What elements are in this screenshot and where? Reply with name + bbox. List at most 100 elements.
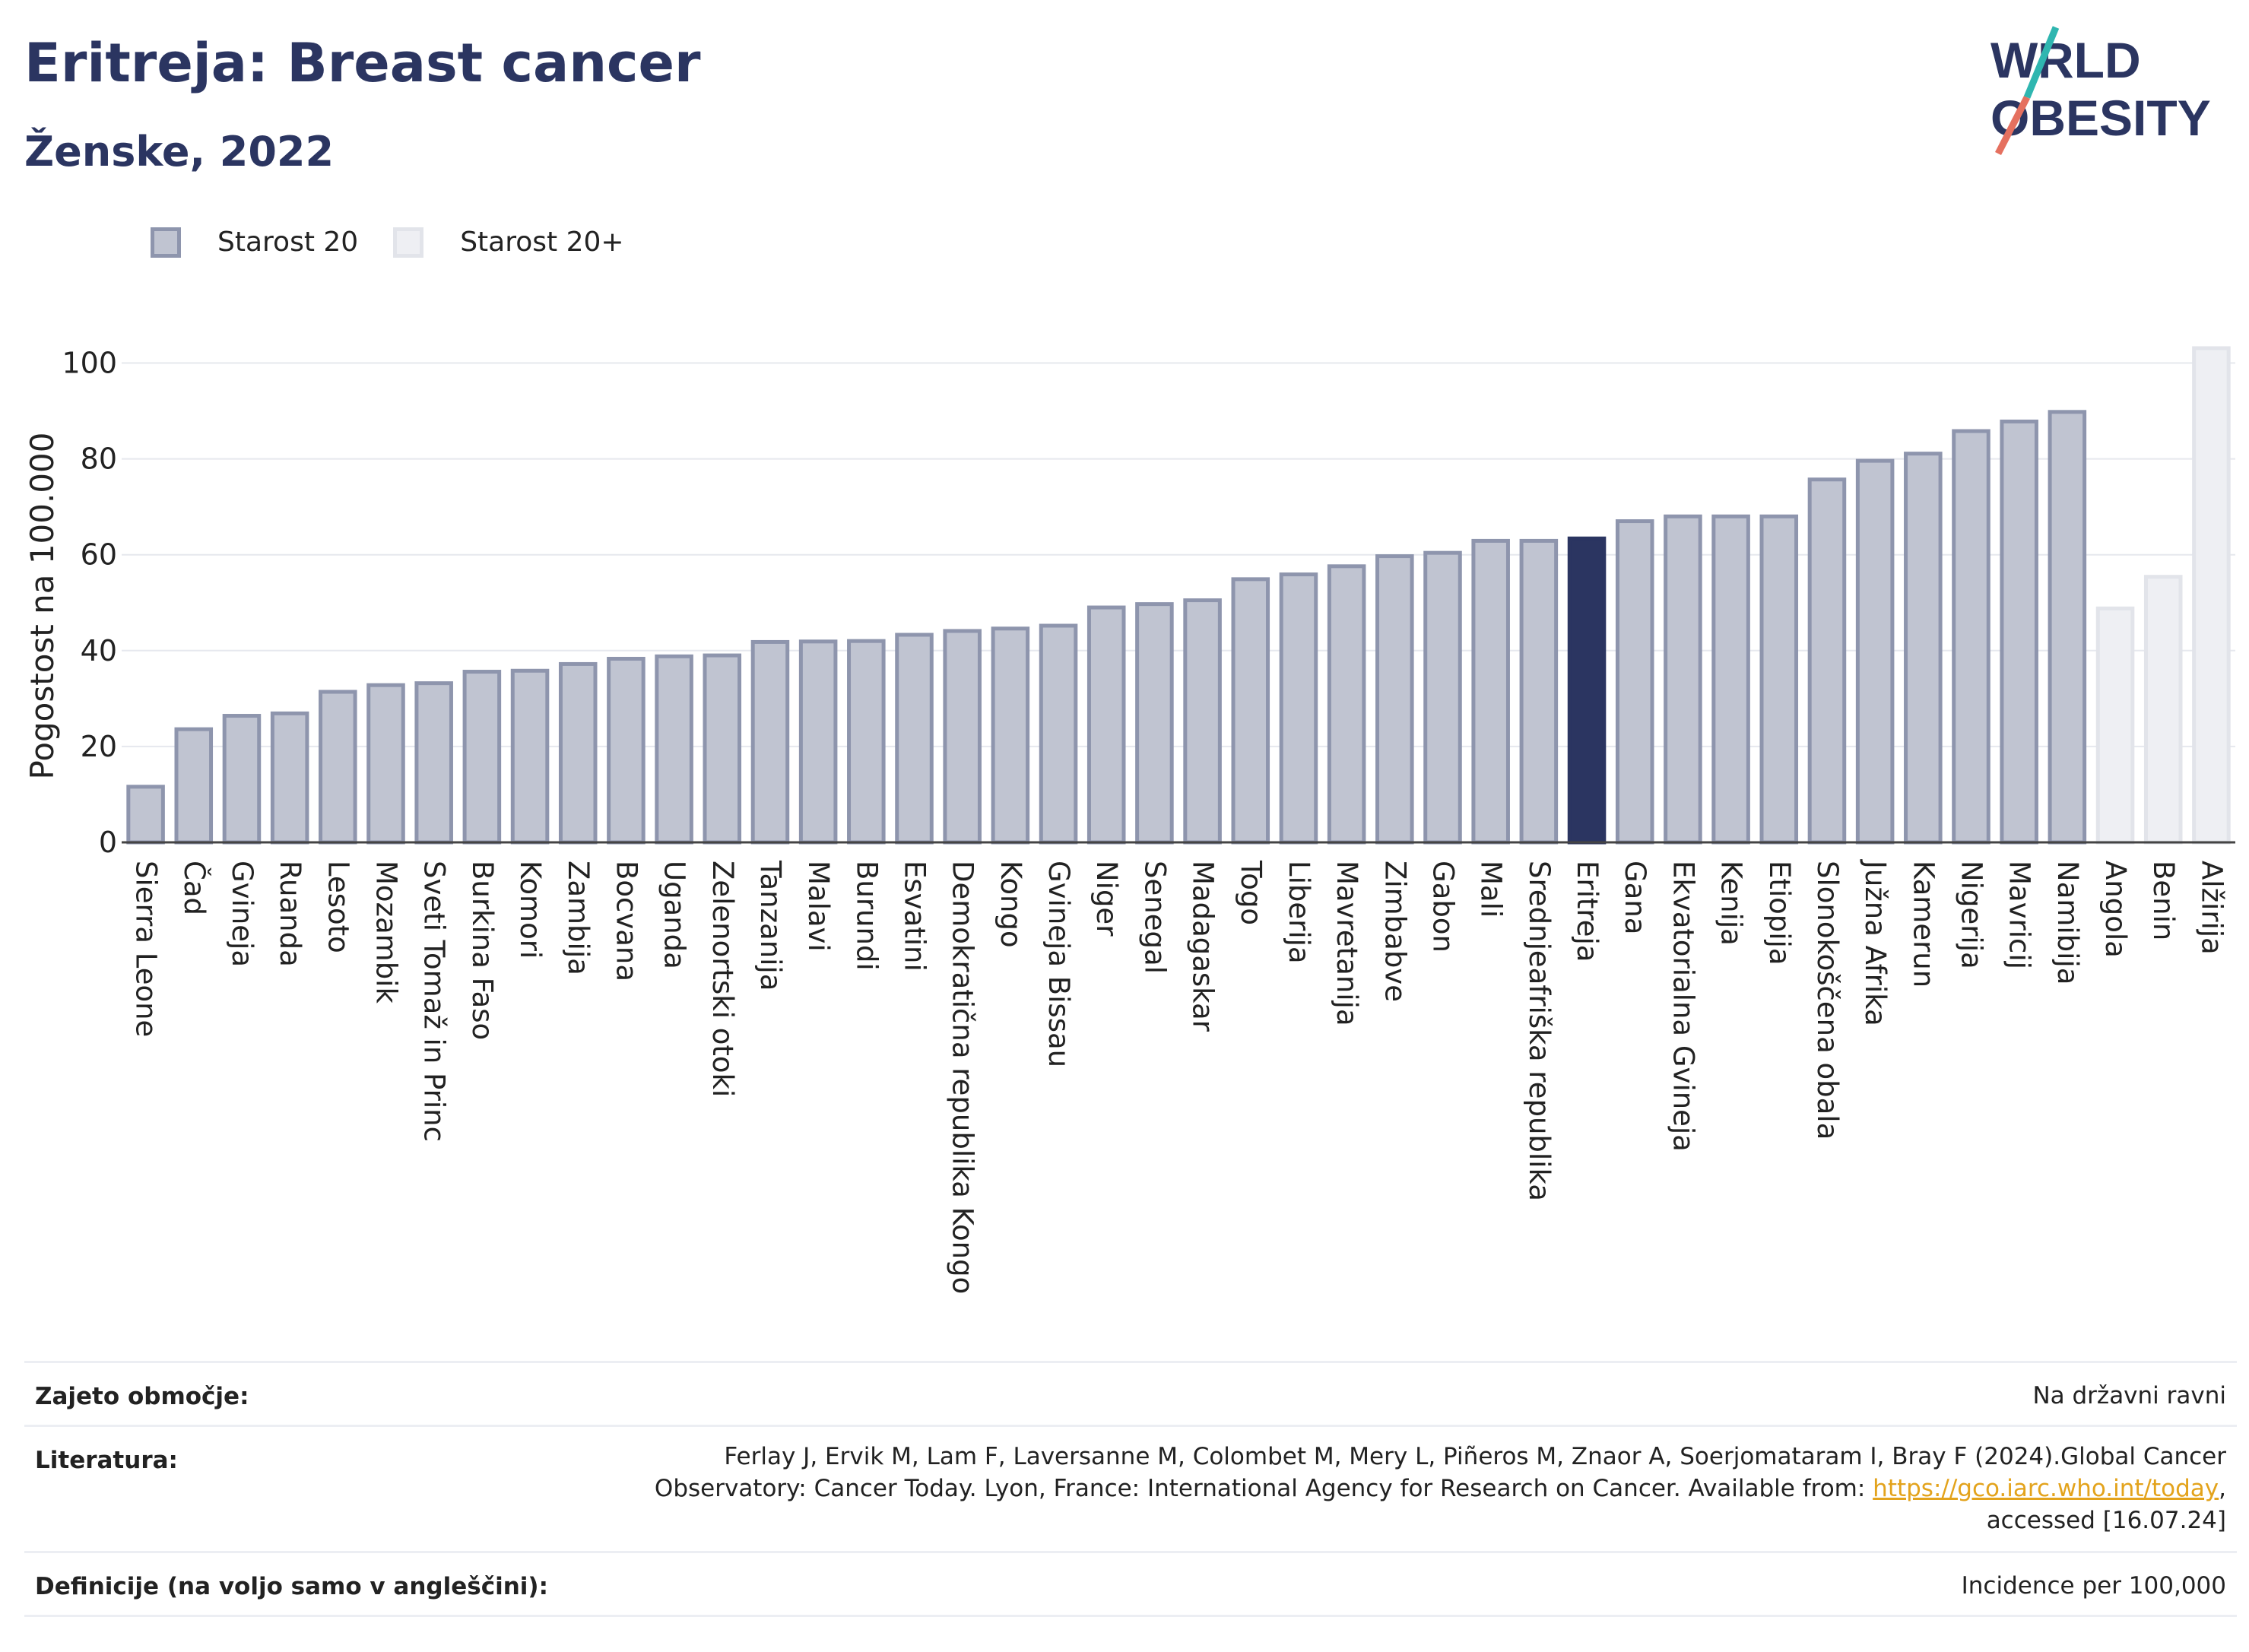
bar-burundi [847,639,886,845]
y-tick-label: 100 [62,347,117,380]
x-tick-label: Slonokoščena obala [1811,861,1844,1140]
x-tick-label: Etiopija [1763,861,1796,966]
coverage-label: Zajeto območje: [35,1383,249,1410]
x-tick-label: Kamerun [1907,861,1940,988]
x-tick-label: Mavretanija [1331,861,1363,1026]
bar-tanzanija [750,639,790,845]
bar-senegal [1135,602,1174,845]
x-tick-label: Zambija [562,861,595,975]
y-axis-ticks: 0 20 40 60 80 100 [62,347,117,859]
world-obesity-logo: W RLD OBESITY [1990,26,2211,156]
bar-ekvatorialna-gvineja [1664,514,1702,845]
info-table-bottom [24,1615,2237,1617]
bar-gabon [1423,550,1462,845]
x-tick-label: Sierra Leone [130,861,163,1037]
bar-uganda [655,654,693,845]
bar-mozambik [366,683,405,845]
x-tick-label: Ekvatorialna Gvineja [1667,861,1699,1152]
x-tick-label: Lesoto [322,861,354,953]
x-tick-label: Namibija [2051,861,2084,985]
bar-srednjeafriška-republika [1519,538,1559,845]
bar-mali [1471,538,1510,845]
bar-eritreja [1567,536,1607,845]
x-tick-label: Kongo [994,861,1027,948]
x-tick-label: Eritreja [1571,861,1603,962]
info-row-definitions: Definicije (na voljo samo v angleščini):… [24,1551,2237,1617]
references-label: Literatura: [35,1447,178,1474]
chart-legend: Starost 20 Starost 20+ [151,227,659,258]
x-tick-label: Angola [2099,861,2132,958]
bar-demokratična-republika-kongo [943,629,982,845]
x-tick-label: Komori [514,861,547,959]
bar-zambija [558,661,598,845]
y-tick-label: 80 [81,442,117,476]
x-tick-label: Južna Afrika [1859,859,1892,1026]
x-tick-label: Esvatini [899,861,931,972]
x-tick-label: Mavricij [2003,861,2036,969]
bar-burkina-faso [462,670,502,845]
x-tick-label: Gvineja [226,861,259,967]
bar-sierra-leone [126,785,165,845]
bar-kongo [991,626,1030,845]
x-tick-label: Nigerija [1956,861,1988,969]
x-tick-label: Kenija [1715,861,1748,946]
x-tick-label: Zelenortski otoki [706,861,739,1097]
legend-item-age20: Starost 20 [151,227,358,258]
info-row-coverage: Zajeto območje: Na državni ravni [24,1361,2237,1427]
legend-swatch-age20 [151,227,181,258]
x-tick-label: Burkina Faso [466,861,499,1040]
bar-etiopija [1759,514,1799,845]
y-tick-label: 20 [81,730,117,763]
references-line-1: Ferlay J, Ervik M, Lam F, Laversanne M, … [724,1443,2226,1470]
bar-togo [1231,577,1270,845]
bar-chart: 0 20 40 60 80 100 Sierra Leone Čad Gvineja Ruand… [24,346,2235,1294]
definitions-value: Incidence per 100,000 [1961,1572,2226,1600]
references-line-2: Observatory: Cancer Today. Lyon, France:… [655,1473,2226,1505]
x-tick-label: Srednjeafriška republika [1523,861,1556,1201]
bar-slonokoščena-obala [1807,477,1847,845]
bar-malavi [798,639,838,845]
svg-text:W: W [1990,32,2038,88]
bar-esvatini [895,633,934,845]
x-tick-label: Demokratična republika Kongo [947,861,979,1294]
legend-swatch-age20plus [393,227,424,258]
references-line-2-text: Observatory: Cancer Today. Lyon, France:… [654,1475,1873,1502]
bar-madagaskar [1183,598,1222,845]
coverage-value: Na državni ravni [2032,1382,2226,1409]
bar-lesoto [319,690,357,845]
bar-kamerun [1904,452,1943,845]
bar-nigerija [1952,429,1990,845]
x-tick-label: Tanzanija [754,860,787,991]
y-tick-label: 40 [81,634,117,667]
x-tick-label: Mozambik [370,861,403,1004]
bar-niger [1086,605,1126,845]
bar-gana [1615,519,1654,845]
references-link[interactable]: https://gco.iarc.who.int/today [1873,1475,2219,1502]
x-tick-label: Mali [1475,861,1508,918]
x-tick-label: Senegal [1138,861,1171,974]
bar-zimbabve [1375,554,1414,845]
x-tick-label: Bocvana [610,861,642,981]
x-tick-label: Burundi [850,861,883,971]
bar-komori [510,668,550,845]
chart-bars [126,346,2231,845]
svg-text:RLD: RLD [2038,32,2141,88]
x-tick-label: Uganda [658,861,691,969]
legend-label-age20plus: Starost 20+ [460,227,624,258]
x-tick-label: Liberija [1283,861,1315,964]
references-line-2-comma: , [2219,1475,2226,1502]
info-row-references: Literatura: Ferlay J, Ervik M, Lam F, La… [24,1425,2237,1553]
page-subtitle: Ženske, 2022 [24,128,335,176]
bar-angola [2095,606,2135,845]
bar-zelenortski-otoki [703,653,742,845]
bar-benin [2143,575,2183,845]
x-tick-label: Alžirija [2195,861,2228,955]
legend-label-age20: Starost 20 [217,227,359,258]
bar-ruanda [270,711,309,845]
bar-liberija [1279,572,1318,845]
references-value: Ferlay J, Ervik M, Lam F, Laversanne M, … [655,1441,2226,1536]
x-tick-label: Togo [1235,860,1267,925]
x-tick-label: Malavi [802,861,835,952]
x-axis-labels: Sierra Leone Čad Gvineja Ruanda Lesoto Mozamb… [130,859,2228,1294]
bar-namibija [2048,410,2087,845]
